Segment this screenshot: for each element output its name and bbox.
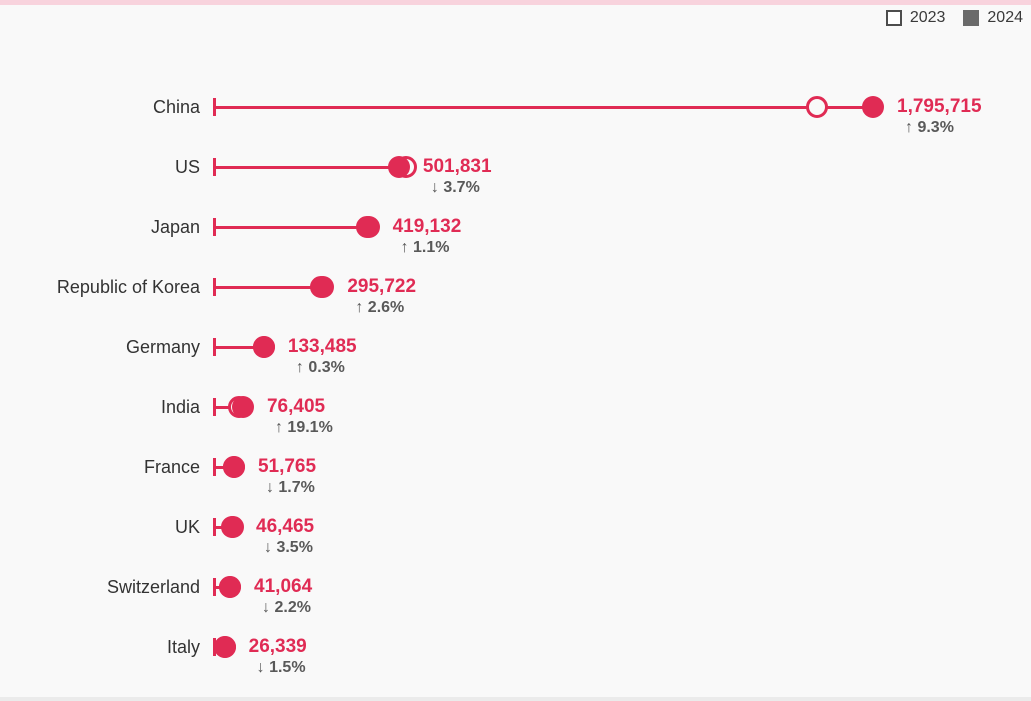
category-label: India <box>160 397 200 417</box>
legend-filled-square-icon <box>963 10 980 26</box>
axis-start-tick <box>213 578 216 596</box>
axis-start-tick <box>213 338 216 356</box>
value-2024-label: 419,132 <box>392 216 462 237</box>
category-label: France <box>143 457 200 477</box>
marker-2024-filled-circle[interactable] <box>387 156 410 178</box>
marker-2024-filled-circle[interactable] <box>312 276 335 298</box>
axis-start-tick <box>213 278 216 296</box>
pct-change-label: ↑ 0.3% <box>295 359 345 376</box>
legend-item-2024[interactable]: 2024 <box>963 9 1023 27</box>
pct-change-label: ↓ 1.7% <box>265 479 315 496</box>
value-2024-label: 295,722 <box>347 276 417 297</box>
pct-change-label: ↓ 3.5% <box>264 539 313 556</box>
category-label: Republic of Korea <box>56 277 200 297</box>
category-label: Switzerland <box>106 577 200 597</box>
marker-2024-filled-circle[interactable] <box>213 636 236 658</box>
marker-2024-filled-circle[interactable] <box>231 396 254 418</box>
pct-change-label: ↓ 2.2% <box>262 599 311 616</box>
axis-start-tick <box>213 218 216 236</box>
lollipop-stem <box>215 165 406 169</box>
value-2024-label: 133,485 <box>287 336 357 357</box>
value-2024-label: 76,405 <box>266 396 326 417</box>
value-2024-label: 1,795,715 <box>897 96 982 117</box>
axis-start-tick <box>213 98 216 116</box>
value-2024-label: 41,064 <box>254 576 313 597</box>
pct-change-label: ↑ 1.1% <box>400 239 450 256</box>
value-2024-label: 501,831 <box>422 156 492 177</box>
category-label: Italy <box>166 637 200 657</box>
marker-2024-filled-circle[interactable] <box>862 96 884 118</box>
lollipop-stem <box>215 285 324 289</box>
lollipop-stem <box>215 225 369 229</box>
category-label: Japan <box>150 217 200 237</box>
legend-label-2024: 2024 <box>987 9 1023 26</box>
axis-start-tick <box>213 458 216 476</box>
pct-change-label: ↑ 9.3% <box>905 119 954 136</box>
marker-2024-filled-circle[interactable] <box>221 516 244 538</box>
value-2024-label: 46,465 <box>256 516 315 537</box>
legend-item-2023[interactable]: 2023 <box>885 9 946 27</box>
legend-label-2023: 2023 <box>909 9 946 26</box>
category-label: US <box>174 157 200 177</box>
lollipop-stem <box>215 105 873 109</box>
marker-2024-filled-circle[interactable] <box>357 216 380 238</box>
axis-start-tick <box>213 518 216 536</box>
axis-start-tick <box>213 398 216 416</box>
pct-change-label: ↓ 3.7% <box>430 179 480 196</box>
pct-change-label: ↑ 19.1% <box>274 419 333 436</box>
axis-start-tick <box>213 158 216 176</box>
marker-2024-filled-circle[interactable] <box>222 456 245 478</box>
category-label: China <box>152 97 200 117</box>
marker-2024-filled-circle[interactable] <box>219 576 242 598</box>
pct-change-label: ↓ 1.5% <box>256 659 306 676</box>
marker-2024-filled-circle[interactable] <box>252 336 275 358</box>
value-2024-label: 26,339 <box>248 636 307 657</box>
pct-change-label: ↑ 2.6% <box>355 299 405 316</box>
category-label: UK <box>174 517 200 537</box>
category-label: Germany <box>125 337 200 357</box>
marker-2023-open-circle[interactable] <box>806 96 828 118</box>
legend-open-square-icon <box>885 10 902 26</box>
legend: 2023 2024 <box>885 9 1023 27</box>
lollipop-stem <box>215 345 264 349</box>
value-2024-label: 51,765 <box>257 456 317 477</box>
top-accent-bar <box>0 0 1031 5</box>
bottom-divider <box>0 697 1031 701</box>
